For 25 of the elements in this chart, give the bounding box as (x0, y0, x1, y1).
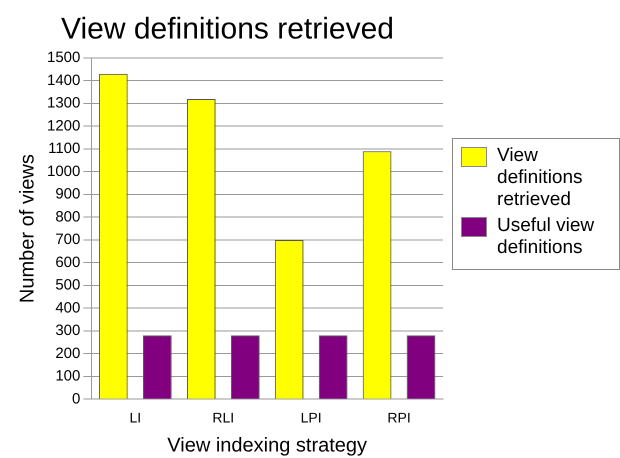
y-tick-label: 1000 (46, 162, 80, 180)
x-tick-label: LI (129, 409, 142, 426)
legend-label: View definitions retrieved (497, 145, 584, 211)
y-tick-label: 900 (55, 186, 80, 203)
y-tick-label: 600 (55, 254, 80, 271)
x-axis-title: View indexing strategy (167, 434, 368, 457)
chart-title: View definitions retrieved (61, 12, 394, 46)
y-tick-label: 1300 (46, 94, 80, 112)
y-tick-label: 300 (55, 322, 80, 340)
legend-label: Useful view definitions (497, 215, 596, 259)
y-tick-label: 700 (55, 231, 80, 248)
y-tick-label: 1200 (46, 117, 80, 134)
y-tick-label: 1400 (46, 72, 80, 89)
y-tick-label: 0 (72, 390, 80, 408)
x-tick-label: RPI (387, 409, 411, 426)
y-tick-label: 1500 (46, 49, 80, 66)
x-tick-label: RLI (212, 409, 234, 426)
y-tick-label: 1100 (48, 140, 80, 158)
y-tick-label: 100 (55, 368, 80, 385)
y-tick-label: 500 (55, 276, 80, 294)
y-tick-label: 400 (55, 299, 80, 316)
y-tick-label: 800 (55, 208, 80, 226)
x-tick-label: LPI (300, 409, 322, 426)
y-axis-title: Number of views (16, 154, 39, 304)
y-tick-label: 200 (55, 344, 80, 362)
